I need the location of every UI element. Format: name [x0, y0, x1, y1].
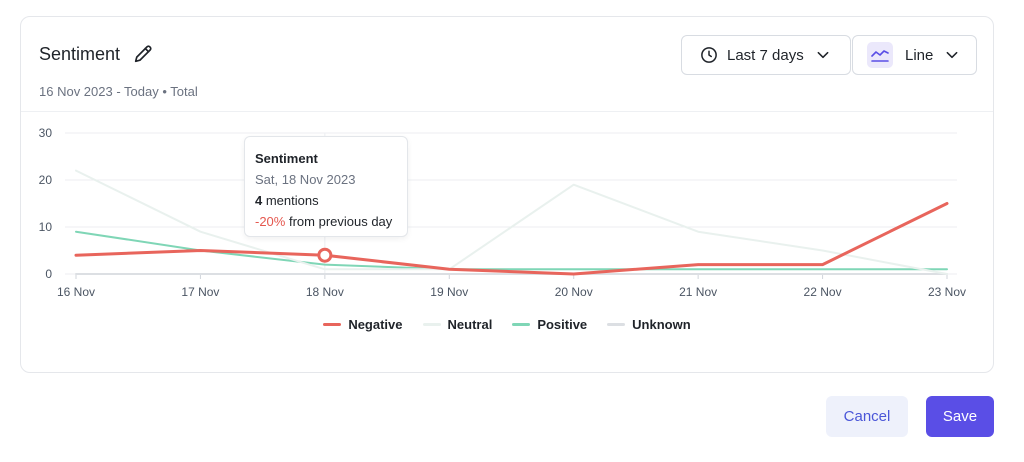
x-tick-label: 16 Nov: [57, 285, 95, 299]
date-range-label: Last 7 days: [727, 46, 804, 64]
card-title: Sentiment: [39, 43, 121, 64]
date-range-dropdown[interactable]: Last 7 days: [681, 35, 851, 75]
legend-swatch: [512, 323, 531, 326]
legend-label: Unknown: [632, 317, 691, 332]
chart-type-dropdown[interactable]: Line: [852, 35, 977, 75]
legend-swatch: [607, 323, 626, 326]
x-tick-label: 17 Nov: [181, 285, 219, 299]
sentiment-card: Sentiment 16 Nov 2023 - Today • Total La…: [20, 16, 994, 373]
y-tick-label: 30: [39, 126, 53, 140]
legend-item-unknown[interactable]: Unknown: [607, 317, 691, 332]
chart-type-label: Line: [905, 46, 934, 64]
line-chart-icon: [867, 42, 893, 68]
tooltip-count-value: 4: [255, 193, 263, 208]
x-tick-label: 18 Nov: [306, 285, 344, 299]
highlighted-data-point: [317, 247, 333, 263]
legend-item-negative[interactable]: Negative: [323, 317, 403, 332]
chevron-down-icon: [946, 51, 958, 59]
y-tick-label: 20: [39, 173, 53, 187]
x-tick-label: 21 Nov: [679, 285, 717, 299]
legend-label: Negative: [348, 317, 403, 332]
legend-label: Neutral: [447, 317, 493, 332]
x-tick-label: 19 Nov: [430, 285, 468, 299]
y-tick-label: 0: [45, 267, 52, 281]
legend-label: Positive: [537, 317, 588, 332]
tooltip-change-value: -20%: [255, 214, 286, 229]
y-tick-label: 10: [39, 220, 53, 234]
tooltip-title: Sentiment: [255, 151, 318, 166]
clock-icon: [701, 47, 717, 63]
legend-swatch: [323, 323, 342, 326]
chart-legend: Negative Neutral Positive Unknown: [21, 317, 993, 332]
tooltip-count-suffix: mentions: [262, 193, 319, 208]
legend-item-neutral[interactable]: Neutral: [422, 317, 493, 332]
tooltip-change: -20% from previous day: [255, 211, 397, 232]
tooltip-count: 4 mentions: [255, 190, 397, 211]
save-button[interactable]: Save: [926, 396, 994, 437]
sentiment-line-chart: 0 10 20 30 16 Nov 17 Nov 18 Nov 19 Nov 20 Nov 21 …: [39, 126, 966, 299]
tooltip-change-suffix: from previous day: [285, 214, 393, 229]
pencil-icon[interactable]: [132, 43, 154, 65]
title-row: Sentiment: [39, 43, 154, 65]
legend-item-positive[interactable]: Positive: [512, 317, 587, 332]
card-header: Sentiment 16 Nov 2023 - Today • Total La…: [21, 17, 993, 112]
series-line-positive: [75, 230, 948, 271]
x-tick-label: 22 Nov: [804, 285, 842, 299]
chart-tooltip: Sentiment Sat, 18 Nov 2023 4 mentions -2…: [244, 136, 408, 237]
chevron-down-icon: [817, 51, 829, 59]
date-range-subtitle: 16 Nov 2023 - Today • Total: [39, 84, 198, 99]
legend-swatch: [422, 323, 441, 326]
tooltip-date: Sat, 18 Nov 2023: [255, 172, 356, 187]
cancel-button[interactable]: Cancel: [826, 396, 908, 437]
x-tick-label: 20 Nov: [555, 285, 593, 299]
series-line-neutral: [75, 169, 948, 275]
series-line-negative: [74, 202, 949, 276]
x-tick-label: 23 Nov: [928, 285, 966, 299]
